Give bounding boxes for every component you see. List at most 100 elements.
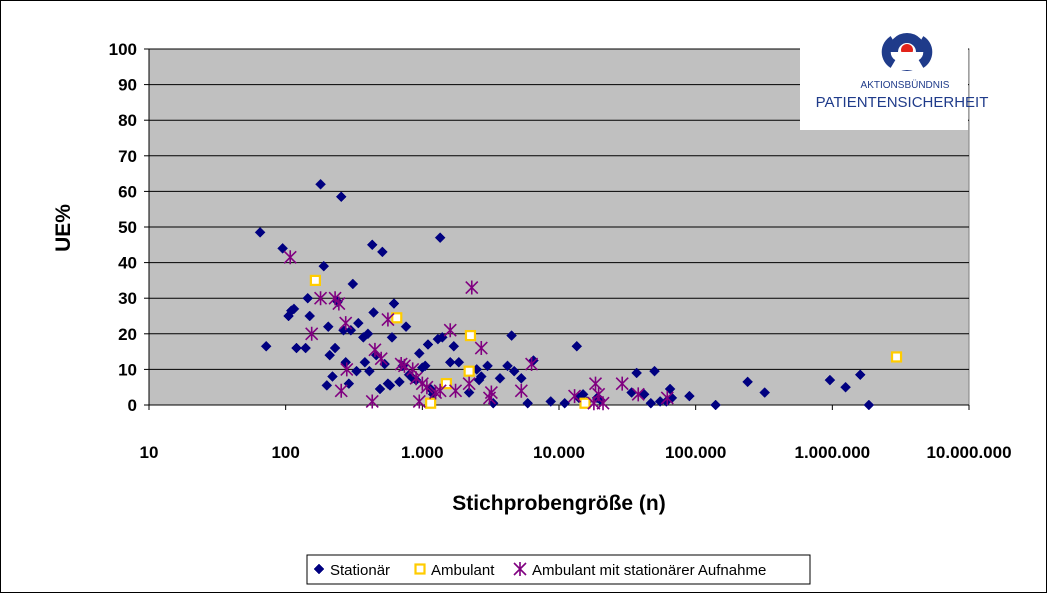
logo-background — [800, 48, 968, 130]
data-point-diamond — [448, 340, 460, 352]
data-point-star — [484, 385, 498, 400]
data-point-diamond — [854, 369, 866, 381]
data-point-star — [332, 296, 346, 311]
logo-arc-icon — [881, 36, 933, 68]
data-point-square — [391, 312, 403, 324]
legend-marker — [313, 563, 325, 575]
data-point-diamond — [824, 374, 836, 386]
legend-marker — [414, 563, 426, 575]
data-point-star — [334, 383, 348, 398]
y-tick-label: 10 — [118, 360, 137, 379]
data-point-diamond — [631, 367, 643, 379]
data-point-star — [474, 341, 488, 356]
data-point-diamond — [475, 371, 487, 382]
data-point-diamond — [502, 360, 513, 372]
data-point-diamond — [742, 376, 753, 388]
data-point-diamond — [684, 390, 695, 402]
data-point-diamond — [386, 332, 398, 343]
data-point-diamond — [302, 292, 314, 304]
x-tick-label: 10.000.000 — [926, 443, 1011, 462]
aktionsbuendnis-logo: AKTIONSBÜNDNIS PATIENTENSICHERHEIT — [800, 33, 989, 130]
data-point-diamond — [351, 365, 362, 377]
x-tick-label: 100 — [271, 443, 299, 462]
data-point-star — [397, 358, 412, 373]
data-point-star — [412, 394, 426, 409]
data-point-diamond — [419, 360, 431, 372]
data-point-diamond — [384, 380, 396, 391]
x-tick-label: 10 — [140, 443, 159, 462]
data-point-diamond — [366, 239, 378, 251]
data-point-diamond — [324, 349, 336, 361]
legend-marker — [513, 562, 527, 576]
data-point-diamond — [362, 328, 374, 340]
data-point-diamond — [335, 191, 347, 203]
data-point-diamond — [463, 387, 475, 398]
data-point-star — [365, 394, 379, 409]
legend-label-ambulant: Ambulant — [431, 562, 495, 579]
data-point-diamond — [508, 365, 520, 377]
legend-square-icon — [414, 563, 426, 575]
data-point-diamond — [494, 372, 506, 384]
data-point-star — [313, 291, 328, 306]
data-point-diamond — [710, 399, 721, 411]
y-tick-label: 0 — [128, 396, 137, 415]
data-point-diamond — [400, 321, 412, 333]
data-point-star — [525, 357, 539, 372]
y-tick-label: 40 — [118, 254, 137, 273]
data-point-star — [462, 376, 476, 391]
data-point-diamond — [545, 396, 557, 407]
data-point-star — [339, 316, 353, 331]
data-point-diamond — [322, 321, 334, 333]
data-point-star — [448, 383, 463, 398]
data-point-diamond — [352, 317, 364, 329]
data-point-star — [368, 342, 382, 357]
data-point-diamond — [394, 376, 405, 388]
data-point-diamond — [327, 371, 338, 382]
data-point-diamond — [482, 360, 493, 372]
x-tick-label: 1.000.000 — [795, 443, 871, 462]
y-tick-label: 60 — [118, 182, 137, 201]
x-tick-label: 10.000 — [533, 443, 585, 462]
legend-box — [306, 554, 811, 585]
y-tick-label: 90 — [118, 76, 137, 95]
y-axis-ticks: 0 10 20 30 40 50 60 70 80 90 100 — [109, 40, 150, 415]
x-tick-label: 1.000 — [401, 443, 444, 462]
y-tick-label: 20 — [118, 325, 137, 344]
data-point-star — [305, 326, 319, 341]
data-point-diamond — [863, 399, 875, 411]
data-point-diamond — [254, 226, 266, 238]
data-point-diamond — [347, 278, 359, 290]
data-point-diamond — [364, 365, 375, 377]
data-point-diamond — [453, 356, 465, 368]
legend-label-stationaer: Stationär — [330, 562, 390, 579]
x-axis-title: Stichprobengröße (n) — [452, 492, 666, 515]
data-point-star — [374, 351, 388, 366]
data-point-diamond — [345, 324, 357, 336]
y-tick-label: 50 — [118, 218, 137, 237]
data-point-star — [660, 390, 674, 405]
data-point-diamond — [329, 342, 341, 354]
logo-line2: PATIENTENSICHERHEIT — [816, 94, 989, 111]
data-point-diamond — [434, 232, 446, 244]
chart-legend: Stationär Ambulant Ambulant mit stationä… — [306, 554, 811, 585]
data-point-diamond — [359, 356, 371, 368]
data-point-diamond — [759, 387, 771, 398]
data-point-diamond — [288, 303, 300, 315]
y-tick-label: 70 — [118, 147, 137, 166]
data-point-diamond — [300, 342, 311, 354]
data-point-square — [463, 365, 475, 377]
y-axis-title: UE% — [52, 204, 75, 252]
data-point-diamond — [422, 339, 434, 350]
data-point-square — [464, 329, 477, 342]
y-tick-label: 80 — [118, 111, 137, 130]
data-point-star — [514, 383, 528, 398]
data-point-diamond — [649, 365, 660, 377]
logo-ring-cut — [889, 52, 925, 70]
data-point-diamond — [388, 298, 400, 309]
data-point-star — [615, 376, 629, 391]
logo-line1: AKTIONSBÜNDNIS — [861, 79, 950, 91]
data-point-star — [381, 312, 395, 327]
data-point-diamond — [377, 246, 388, 258]
data-point-diamond — [304, 310, 316, 322]
data-point-star — [340, 362, 354, 377]
